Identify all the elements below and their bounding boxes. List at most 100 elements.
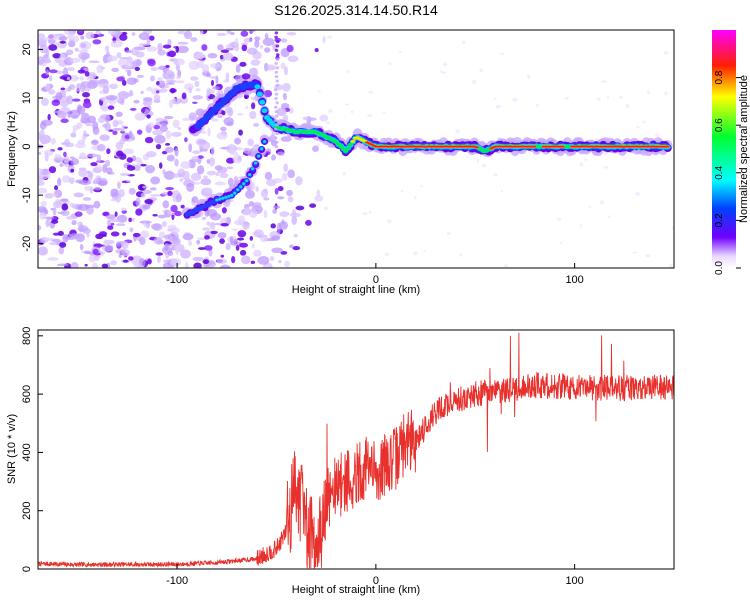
heatmap-noise-blob bbox=[172, 119, 180, 128]
heatmap-streak-blob bbox=[273, 127, 278, 131]
heatmap-noise-blob bbox=[64, 30, 69, 35]
heatmap-noise-blob bbox=[75, 77, 80, 80]
heatmap-noise-blob bbox=[48, 166, 57, 174]
heatmap-noise-blob bbox=[398, 51, 402, 54]
heatmap-noise-blob bbox=[221, 110, 226, 116]
heatmap-streak-blob bbox=[275, 53, 280, 57]
heatmap-noise-blob bbox=[249, 182, 256, 191]
heatmap-noise-blob bbox=[70, 261, 79, 268]
heatmap-streak-blob bbox=[275, 79, 280, 83]
heatmap-noise-blob bbox=[157, 214, 167, 219]
heatmap-noise-blob bbox=[292, 246, 301, 251]
heatmap-noise-blob bbox=[98, 180, 108, 187]
heatmap-noise-blob bbox=[194, 53, 206, 59]
heatmap-noise-blob bbox=[248, 201, 255, 207]
heatmap-noise-blob bbox=[191, 196, 199, 204]
heatmap-noise-blob bbox=[79, 76, 84, 81]
heatmap-noise-blob bbox=[163, 115, 174, 120]
heatmap-noise-blob bbox=[59, 53, 66, 62]
heatmap-noise-blob bbox=[257, 255, 270, 265]
heatmap-noise-blob bbox=[217, 115, 223, 118]
heatmap-noise-blob bbox=[126, 179, 131, 183]
heatmap-noise-blob bbox=[123, 148, 135, 155]
spectrogram-xtick-label: 0 bbox=[373, 274, 379, 286]
heatmap-noise-blob bbox=[182, 117, 190, 121]
heatmap-noise-blob bbox=[232, 228, 238, 231]
heatmap-noise-blob bbox=[169, 257, 182, 267]
heatmap-noise-blob bbox=[165, 64, 170, 68]
heatmap-noise-blob bbox=[158, 231, 166, 239]
heatmap-noise-blob bbox=[131, 32, 136, 36]
heatmap-noise-blob bbox=[174, 158, 179, 167]
heatmap-noise-blob bbox=[60, 210, 70, 217]
heatmap-noise-blob bbox=[322, 35, 326, 44]
heatmap-noise-blob bbox=[176, 75, 181, 80]
snr-ytick-label: 800 bbox=[21, 327, 33, 345]
heatmap-noise-blob bbox=[246, 47, 258, 55]
heatmap-noise-blob bbox=[172, 238, 181, 246]
heatmap-noise-blob bbox=[272, 205, 281, 209]
heatmap-noise-blob bbox=[138, 32, 150, 41]
heatmap-noise-blob bbox=[237, 237, 245, 241]
heatmap-noise-blob bbox=[67, 30, 75, 41]
heatmap-noise-blob bbox=[166, 70, 172, 75]
heatmap-noise-blob bbox=[112, 119, 119, 128]
heatmap-noise-blob bbox=[216, 132, 228, 140]
heatmap-noise-blob bbox=[210, 63, 221, 69]
heatmap-noise-blob bbox=[362, 212, 368, 216]
heatmap-noise-blob bbox=[147, 59, 156, 67]
heatmap-noise-blob bbox=[153, 94, 161, 101]
heatmap-noise-blob bbox=[68, 177, 75, 184]
heatmap-noise-blob bbox=[241, 255, 251, 265]
spectrogram-ytick-label: 20 bbox=[21, 43, 33, 55]
heatmap-noise-blob bbox=[163, 250, 168, 255]
heatmap-noise-blob bbox=[314, 48, 319, 53]
heatmap-noise-blob bbox=[47, 113, 51, 121]
spectrogram-ytick-label: -20 bbox=[21, 236, 33, 252]
heatmap-noise-blob bbox=[209, 76, 218, 79]
heatmap-noise-blob bbox=[140, 192, 146, 198]
heatmap-noise-blob bbox=[328, 109, 333, 113]
heatmap-noise-blob bbox=[202, 259, 210, 265]
heatmap-noise-blob bbox=[162, 200, 170, 209]
heatmap-noise-blob bbox=[476, 158, 479, 163]
heatmap-noise-blob bbox=[101, 244, 114, 252]
heatmap-noise-blob bbox=[243, 37, 253, 43]
snr-ytick-label: 0 bbox=[21, 566, 33, 572]
heatmap-noise-blob bbox=[100, 97, 106, 102]
heatmap-noise-blob bbox=[200, 178, 212, 186]
heatmap-noise-blob bbox=[206, 158, 211, 164]
heatmap-noise-blob bbox=[144, 136, 154, 144]
heatmap-noise-blob bbox=[118, 253, 122, 258]
heatmap-noise-blob bbox=[312, 145, 319, 152]
heatmap-noise-blob bbox=[319, 114, 329, 122]
heatmap-noise-blob bbox=[60, 198, 69, 202]
heatmap-noise-blob bbox=[244, 190, 255, 199]
heatmap-noise-blob bbox=[239, 249, 247, 256]
heatmap-noise-blob bbox=[248, 209, 258, 218]
heatmap-noise-blob bbox=[48, 69, 58, 74]
heatmap-noise-blob bbox=[293, 234, 298, 238]
heatmap-noise-blob bbox=[76, 105, 86, 115]
heatmap-noise-blob bbox=[225, 243, 231, 251]
heatmap-noise-blob bbox=[38, 173, 49, 181]
heatmap-noise-blob bbox=[184, 177, 191, 182]
heatmap-noise-blob bbox=[271, 247, 284, 254]
heatmap-noise-blob bbox=[252, 147, 257, 152]
heatmap-noise-blob bbox=[79, 83, 86, 93]
heatmap-noise-blob bbox=[58, 246, 65, 255]
heatmap-noise-blob bbox=[446, 232, 451, 236]
heatmap-noise-blob bbox=[251, 243, 255, 249]
heatmap-noise-blob bbox=[277, 151, 285, 156]
heatmap-branch-segment bbox=[245, 179, 249, 183]
heatmap-noise-blob bbox=[112, 128, 123, 131]
heatmap-noise-blob bbox=[41, 237, 54, 242]
heatmap-noise-blob bbox=[116, 52, 122, 59]
heatmap-noise-blob bbox=[165, 187, 175, 191]
heatmap-band-segment bbox=[254, 84, 261, 90]
heatmap-streak-blob bbox=[275, 123, 279, 127]
heatmap-noise-blob bbox=[126, 77, 137, 85]
heatmap-noise-blob bbox=[48, 89, 56, 95]
snr-xlabel: Height of straight line (km) bbox=[292, 584, 420, 596]
heatmap-noise-blob bbox=[133, 99, 140, 104]
